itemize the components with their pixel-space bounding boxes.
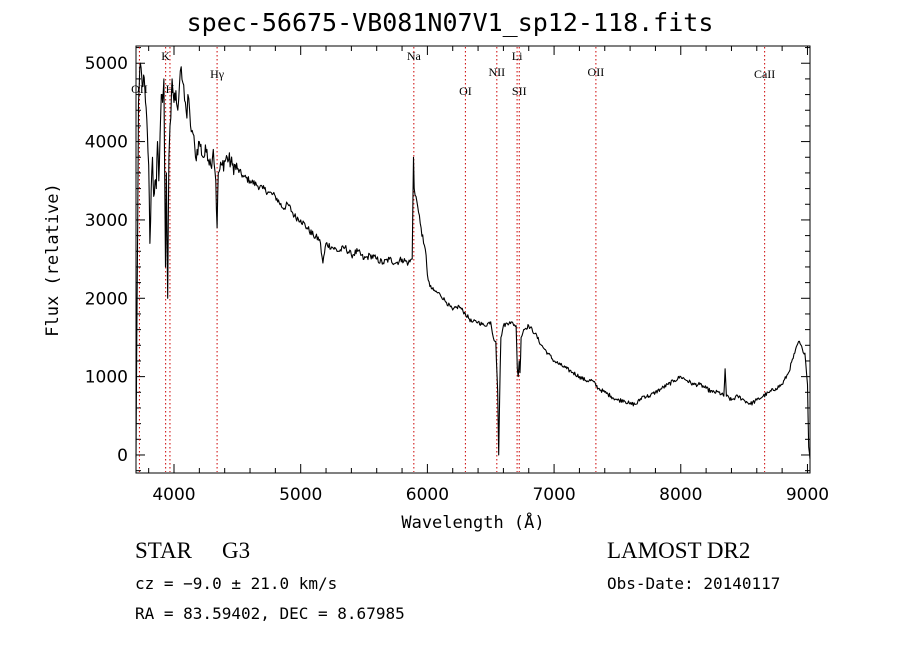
y-tick-label: 0 (117, 446, 128, 466)
x-tick-label: 6000 (406, 485, 449, 505)
x-axis-label: Wavelength (Å) (401, 511, 544, 533)
spectral-line-label: CaII (754, 67, 775, 81)
spectral-line-label: H (166, 82, 175, 96)
coordinates: RA = 83.59402, DEC = 8.67985 (135, 604, 405, 623)
y-tick-label: 3000 (85, 211, 128, 231)
spectral-line-label: K (161, 49, 170, 63)
x-tick-label: 5000 (279, 485, 322, 505)
spectral-line-label: SII (512, 84, 527, 98)
y-tick-label: 2000 (85, 289, 128, 309)
y-tick-label: 5000 (85, 54, 128, 74)
spectral-line-label: OII (588, 65, 605, 79)
y-tick-label: 4000 (85, 133, 128, 153)
survey-name: LAMOST DR2 (607, 538, 751, 563)
x-tick-label: 8000 (659, 485, 702, 505)
spectral-line-label: Li (512, 49, 523, 63)
object-subclass: G3 (221, 538, 251, 563)
y-tick-label: 1000 (85, 368, 128, 388)
spectral-line-label: Na (407, 49, 422, 63)
y-axis: 0 1000 2000 3000 4000 5000 (85, 47, 810, 472)
observation-date: Obs-Date: 20140117 (607, 574, 781, 593)
x-tick-label: 7000 (532, 485, 575, 505)
chart-title: spec-56675-VB081N07V1_sp12-118.fits (186, 8, 714, 37)
plot-frame (135, 45, 811, 474)
object-classification: STAR G3 (135, 538, 250, 564)
redshift-velocity: cz = −9.0 ± 21.0 km/s (135, 574, 338, 593)
spectral-line-label: Hγ (210, 67, 225, 81)
y-axis-label: Flux (relative) (43, 183, 63, 337)
object-class: STAR (135, 538, 192, 563)
spectral-line-label: NII (488, 65, 505, 79)
spectral-line-label: OI (459, 84, 472, 98)
spectrum-line (135, 62, 811, 459)
x-axis: 4000 5000 6000 7000 8000 9000 (148, 46, 829, 505)
x-tick-label: 4000 (152, 485, 195, 505)
x-tick-label: 9000 (786, 485, 829, 505)
